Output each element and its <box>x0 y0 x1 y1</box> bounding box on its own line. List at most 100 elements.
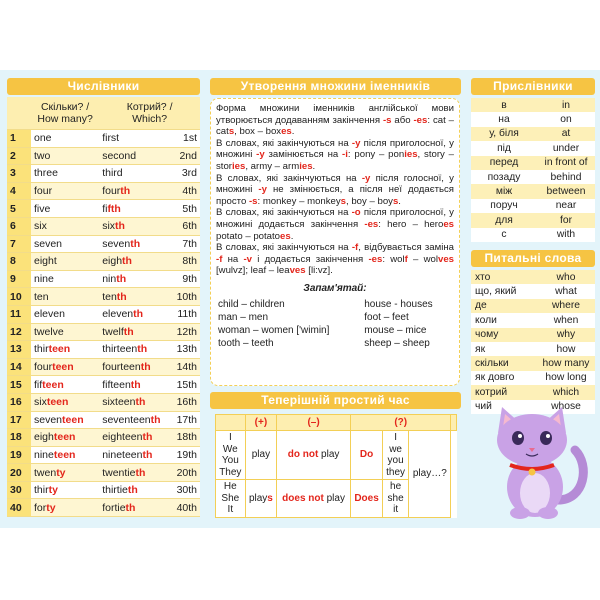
highlight: es <box>280 230 291 242</box>
highlight: teen <box>53 448 76 461</box>
text: , boy – boy <box>346 195 393 207</box>
text: eigh <box>34 431 54 444</box>
ukrainian-word: коли <box>471 313 537 328</box>
text: He <box>223 481 237 492</box>
text: thir <box>34 484 49 497</box>
pair: foot – feet <box>364 311 409 323</box>
number: 30 <box>7 481 31 500</box>
text: play <box>323 492 345 504</box>
highlight: th <box>127 484 138 497</box>
english-word: in front of <box>537 155 595 170</box>
highlight: does not <box>282 492 324 504</box>
row: позаду behind <box>471 169 595 185</box>
text: sixteen <box>102 396 136 409</box>
cardinal: nine <box>31 270 100 289</box>
number: 2 <box>7 147 31 166</box>
cardinal: forty <box>31 498 100 518</box>
highlight: th <box>135 396 146 409</box>
text: Скільки? / <box>40 101 90 113</box>
row: як довго how long <box>471 370 595 386</box>
pair: house - houses <box>364 298 433 310</box>
row: поруч near <box>471 198 595 214</box>
ukrainian-word: поруч <box>471 198 537 214</box>
number: 7 <box>7 235 31 254</box>
row: котрий which <box>471 385 595 400</box>
cardinal: thirty <box>31 481 100 500</box>
remember-label: Запам'ятай: <box>303 282 367 294</box>
abbreviation: 4th <box>170 182 200 201</box>
ordinal: nineteenth <box>99 446 171 465</box>
text: В словах, які закінчуються на <box>216 207 352 219</box>
highlight: th <box>115 220 125 233</box>
row: що, який what <box>471 284 595 299</box>
english-word: why <box>537 327 595 342</box>
cardinal: three <box>31 164 100 183</box>
text: four <box>102 185 121 198</box>
text: twelve <box>34 325 64 338</box>
header-row: Скільки? / How many? Котрий? / Which? <box>7 97 200 130</box>
text: eight <box>34 255 57 268</box>
paragraph: В словах, які закінчуються на -o після п… <box>216 207 454 242</box>
highlight: ies <box>299 160 313 172</box>
number: 5 <box>7 199 31 218</box>
english-word: behind <box>537 169 595 185</box>
ordinal: ninth <box>99 270 171 289</box>
number: 40 <box>7 498 31 518</box>
number: 13 <box>7 340 31 359</box>
cardinal: nineteen <box>31 446 100 465</box>
text: three <box>34 167 58 180</box>
english-word: under <box>537 141 595 156</box>
text: six <box>34 220 47 233</box>
text: на <box>222 253 244 265</box>
text: В словах, які закінчуються на <box>216 172 362 184</box>
ordinal: seventh <box>99 235 171 254</box>
text: В словах, які закінчуються на <box>216 242 352 254</box>
ukrainian-word: як <box>471 341 537 357</box>
highlight: es <box>281 126 292 138</box>
ordinal: second <box>99 147 171 166</box>
ordinal: third <box>99 164 171 183</box>
row: 9 nine ninth 9th <box>7 270 200 289</box>
row: 5 five fifth 5th <box>7 199 200 218</box>
ukrainian-word: с <box>471 227 537 242</box>
header-row: (+) (–) (?) <box>215 414 457 431</box>
row: під under <box>471 141 595 156</box>
text: thir <box>34 343 49 356</box>
highlight: s <box>228 126 235 138</box>
highlight: th <box>116 273 127 286</box>
positive: plays <box>244 479 278 518</box>
ukrainian-word: в <box>471 98 537 113</box>
text: . <box>312 160 316 172</box>
text: : monkey – monkey <box>257 195 341 207</box>
text: thirtie <box>102 484 128 497</box>
row: 40 forty fortieth 40th <box>7 498 200 518</box>
plurals-box: Форма множини іменників англійської мови… <box>210 98 460 386</box>
text: How many? <box>37 113 93 125</box>
row: чому why <box>471 327 595 342</box>
text: We <box>222 443 238 455</box>
text: I <box>394 432 397 443</box>
highlight: ty <box>48 484 58 497</box>
highlight: th <box>130 378 141 391</box>
highlight: -es <box>364 218 379 230</box>
row: 30 thirty thirtieth 30th <box>7 481 200 500</box>
text: seven <box>34 413 63 426</box>
text: they <box>386 466 406 478</box>
cardinal: five <box>31 199 100 218</box>
ordinal: fifth <box>99 199 171 218</box>
text: . <box>291 126 295 138</box>
adverbs-table: в in на on у, біля at під under перед in front of… <box>471 98 595 242</box>
text: fortie <box>102 501 126 514</box>
text: she <box>387 492 404 504</box>
highlight: teen <box>53 431 76 444</box>
header-cell: Котрий? / Which? <box>99 97 200 130</box>
ordinal: eighth <box>99 252 171 271</box>
number: 14 <box>7 358 31 377</box>
highlight: s <box>267 492 273 504</box>
number: 11 <box>7 305 31 324</box>
ordinal: sixteenth <box>99 393 171 412</box>
highlight: do not <box>287 449 319 461</box>
abbreviation: 30th <box>170 481 200 500</box>
